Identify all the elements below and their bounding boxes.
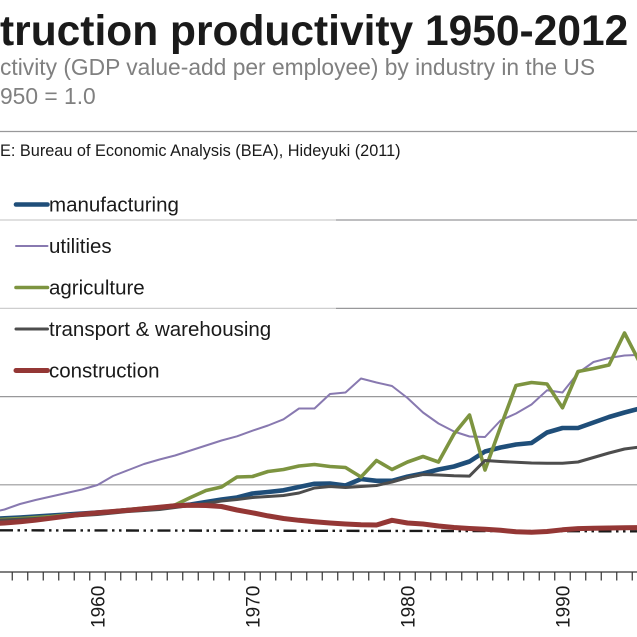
svg-text:1970: 1970: [243, 586, 264, 628]
svg-text:1960: 1960: [88, 586, 109, 628]
svg-text:transport & warehousing: transport & warehousing: [49, 318, 271, 341]
svg-text:1980: 1980: [398, 586, 419, 628]
svg-text:construction: construction: [49, 360, 160, 383]
svg-text:agriculture: agriculture: [49, 277, 145, 300]
svg-text:manufacturing: manufacturing: [49, 194, 179, 217]
svg-text:1990: 1990: [553, 586, 574, 628]
svg-text:utilities: utilities: [49, 235, 112, 258]
